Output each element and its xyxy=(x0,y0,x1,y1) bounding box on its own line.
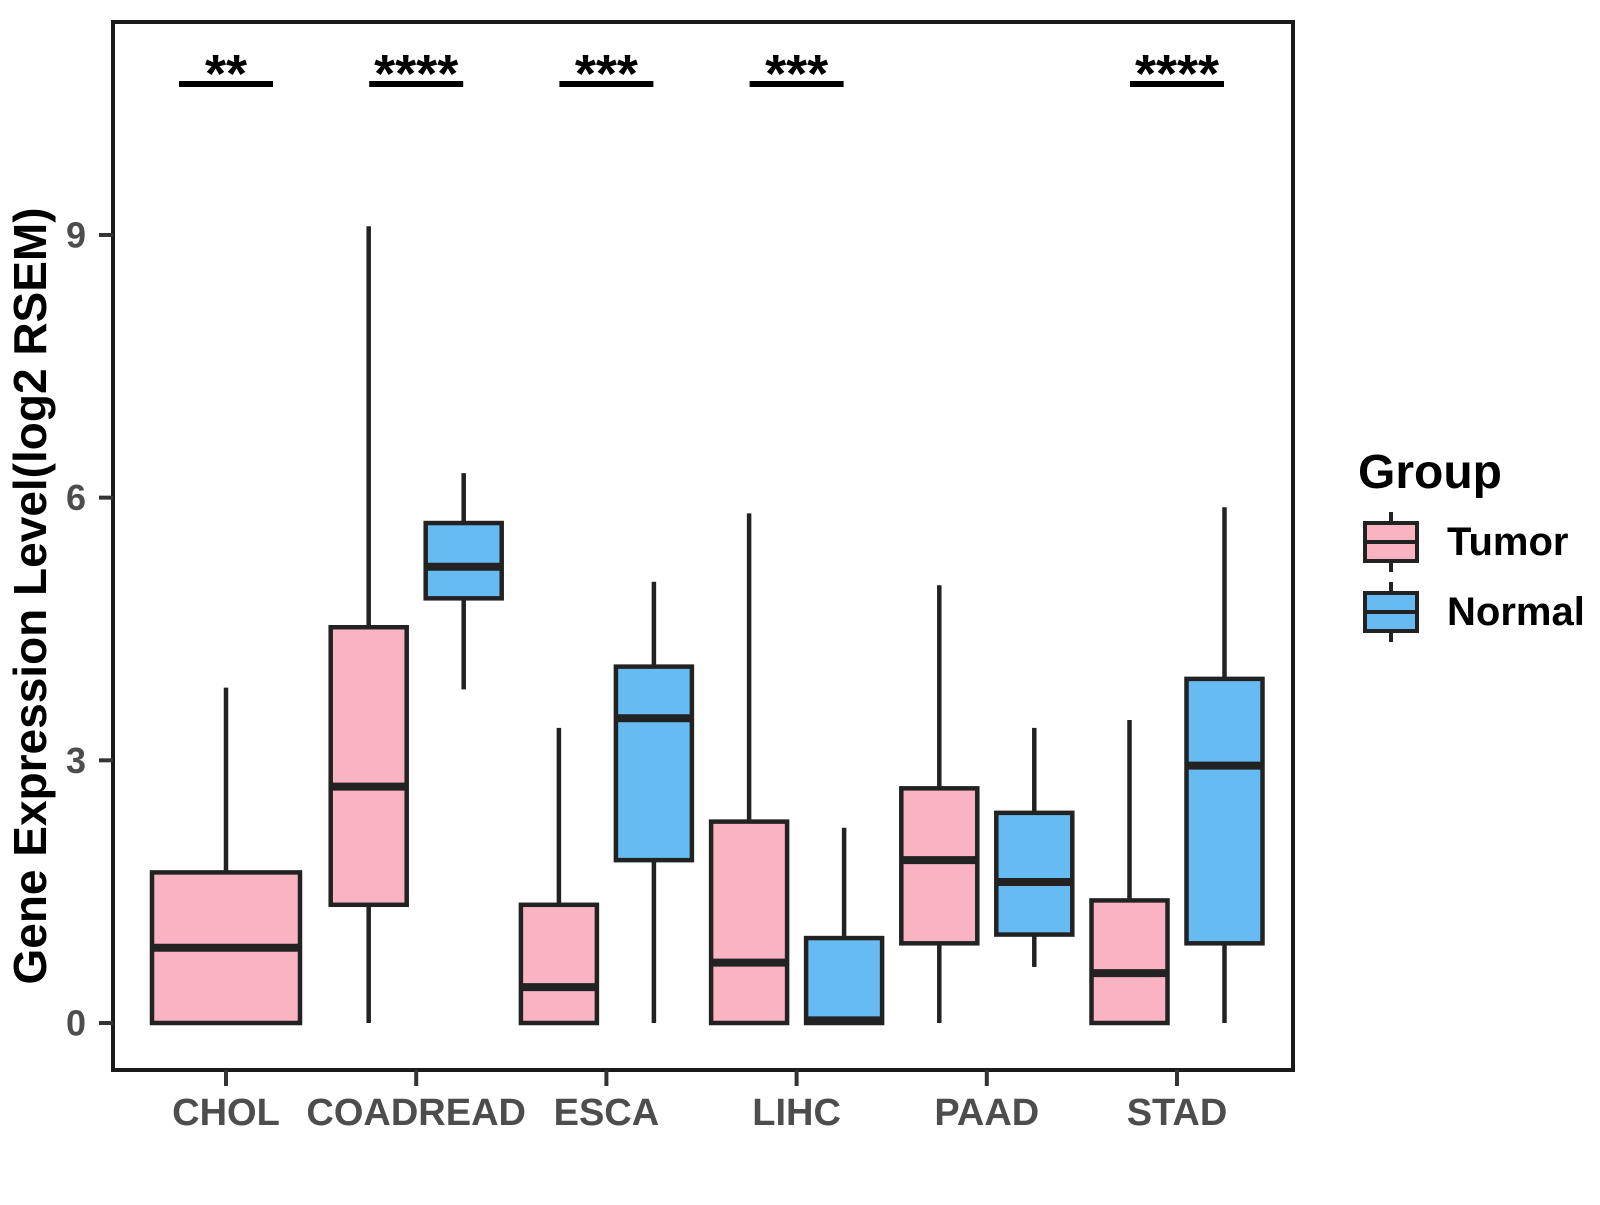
box-coadread-tumor xyxy=(328,624,409,908)
y-tick-label: 0 xyxy=(66,1003,86,1044)
x-tick-label-stad: STAD xyxy=(1127,1092,1228,1134)
panel-border xyxy=(111,20,1295,1072)
y-tick-label: 6 xyxy=(66,477,86,518)
box-esca-tumor xyxy=(518,902,600,1026)
significance-annotations: ** **** *** *** **** xyxy=(179,44,1224,104)
box-stad-normal xyxy=(1184,676,1265,946)
y-axis-ticks: 0 3 6 9 xyxy=(66,214,113,1044)
x-tick-label-coadread: COADREAD xyxy=(306,1092,526,1134)
box-lihc-tumor xyxy=(708,819,790,1026)
legend-label-normal: Normal xyxy=(1447,590,1585,634)
significance-label-stad: **** xyxy=(1135,44,1219,104)
legend-title: Group xyxy=(1358,446,1502,499)
box-paad-tumor xyxy=(899,786,980,946)
x-tick-label-esca: ESCA xyxy=(554,1092,660,1134)
box-lihc-normal xyxy=(803,935,885,1026)
x-axis-ticks: CHOL COADREAD ESCA LIHC PAAD STAD xyxy=(172,1070,1227,1134)
significance-label-lihc: *** xyxy=(765,44,828,104)
box-stad-tumor xyxy=(1089,898,1170,1026)
y-axis-title: Gene Expression Level(log2 RSEM) xyxy=(4,207,56,984)
box-paad-normal xyxy=(994,810,1075,937)
boxplot-boxes xyxy=(149,226,1265,1026)
legend: Group Tumor Normal xyxy=(1358,446,1585,642)
significance-label-chol: ** xyxy=(205,44,247,104)
box-coadread-normal xyxy=(423,520,504,601)
y-tick-label: 3 xyxy=(66,740,86,781)
significance-label-esca: *** xyxy=(575,44,638,104)
y-tick-label: 9 xyxy=(66,214,86,255)
x-tick-label-lihc: LIHC xyxy=(752,1092,841,1134)
significance-label-coadread: **** xyxy=(374,44,458,104)
x-tick-label-chol: CHOL xyxy=(172,1092,280,1134)
legend-label-tumor: Tumor xyxy=(1447,520,1568,564)
x-tick-label-paad: PAAD xyxy=(934,1092,1039,1134)
box-esca-normal xyxy=(613,664,695,863)
